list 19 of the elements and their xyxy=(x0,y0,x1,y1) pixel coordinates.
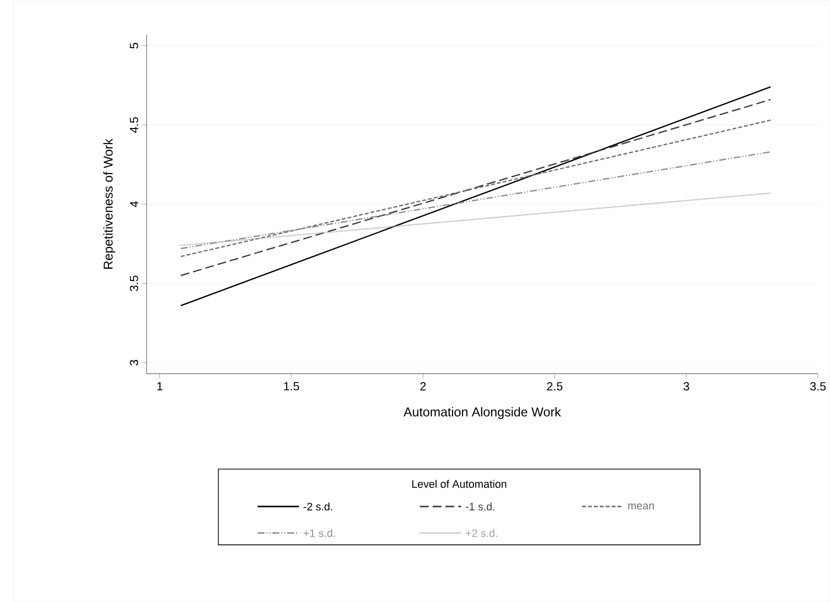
x-tick-label: 2 xyxy=(420,382,426,390)
y-tick-label: 4 xyxy=(130,201,138,208)
y-tick-label: 3 xyxy=(130,360,138,366)
x-axis-title: Automation Alongside Work xyxy=(404,407,562,419)
y-tick-label: 3.5 xyxy=(130,276,138,292)
x-tick-label: 1.5 xyxy=(284,382,300,390)
y-axis-title: Repetitiveness of Work xyxy=(103,138,116,269)
legend-label: -2 s.d. xyxy=(304,502,332,510)
legend-title: Level of Automation xyxy=(412,480,506,488)
legend-label: mean xyxy=(628,504,654,510)
legend-label: +1 s.d. xyxy=(304,529,335,537)
x-tick-label: 3 xyxy=(684,382,690,390)
x-tick-label: 2.5 xyxy=(547,382,562,390)
legend-label: +2 s.d. xyxy=(466,529,498,537)
x-tick-label: 3.5 xyxy=(810,382,826,390)
y-tick-label: 5 xyxy=(130,42,138,48)
legend-label: -1 s.d. xyxy=(466,502,494,510)
y-tick-label: 4.5 xyxy=(130,117,138,133)
x-tick-label: 1 xyxy=(157,382,162,390)
